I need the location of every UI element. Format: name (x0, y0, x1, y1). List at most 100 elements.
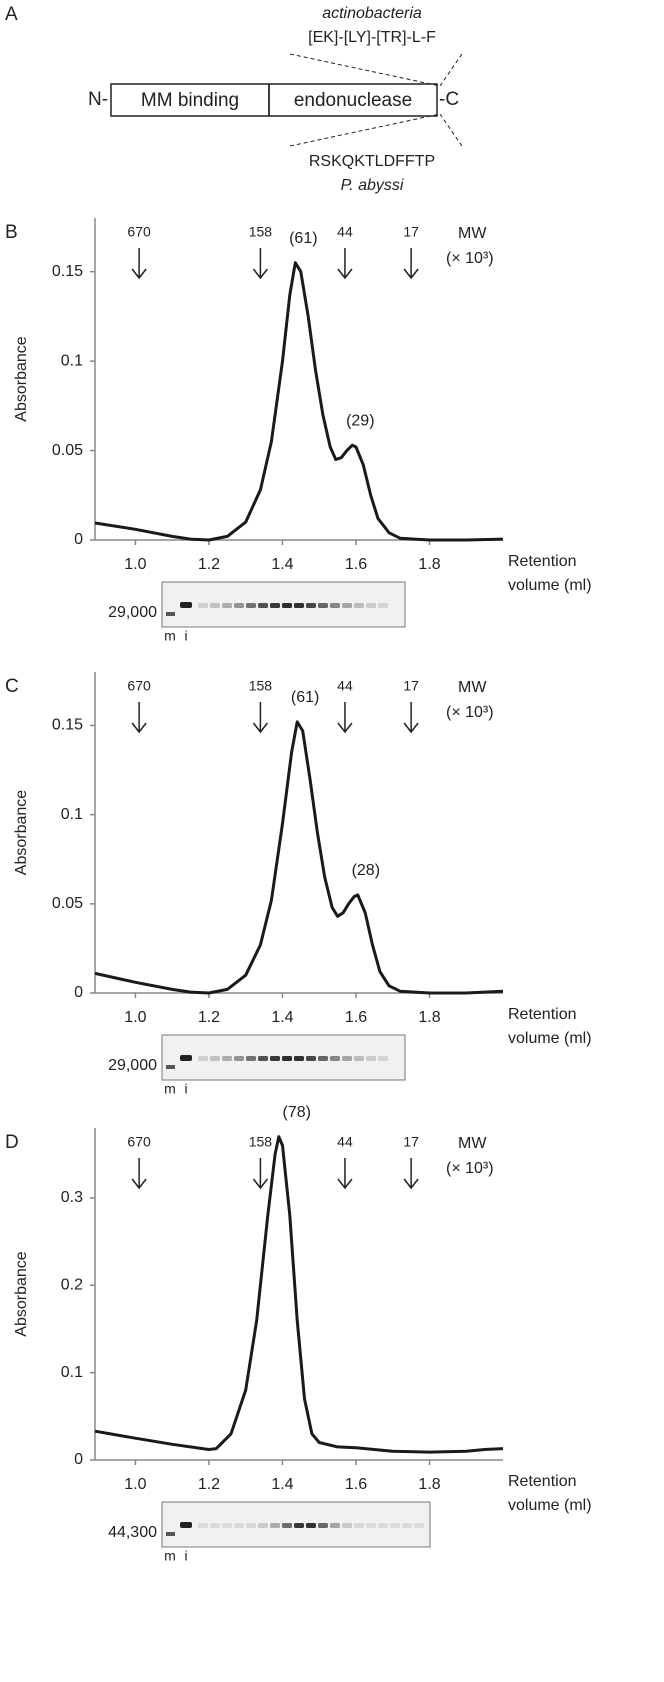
y-tick-label: 0.05 (52, 895, 83, 912)
gel-band (180, 602, 192, 608)
y-tick-label: 0 (74, 1451, 83, 1468)
mw-arrow (337, 1158, 353, 1190)
gel-band (258, 603, 268, 608)
mw-marker-label: 17 (403, 1134, 419, 1150)
x-tick-label: 1.2 (198, 1009, 220, 1026)
mw-unit: (× 10³) (446, 250, 494, 267)
gel-band (294, 1056, 304, 1061)
mw-arrow (252, 702, 268, 734)
gel-band (246, 603, 256, 608)
mw-title: MW (458, 1135, 487, 1152)
gel-band (258, 1056, 268, 1061)
connector (289, 113, 441, 147)
gel-lane-label: i (184, 1548, 187, 1564)
mw-marker-label: 158 (249, 678, 273, 694)
x-axis-label: volume (ml) (508, 1030, 592, 1047)
mw-marker-label: 17 (403, 224, 419, 240)
chromatogram-line (94, 720, 504, 995)
gel-band (342, 1523, 352, 1528)
panel-label: B (5, 222, 18, 243)
gel-lane-label: i (184, 1081, 187, 1097)
gel-band (270, 1523, 280, 1528)
mw-arrow (403, 702, 419, 734)
x-tick-label: 1.8 (418, 556, 440, 573)
x-axis-label: Retention (508, 1006, 577, 1023)
mw-arrow (403, 248, 419, 280)
gel-band (246, 1523, 256, 1528)
connector (289, 53, 441, 87)
mw-arrow (131, 702, 147, 734)
gel-band (180, 1055, 192, 1061)
gel-band (282, 1056, 292, 1061)
x-tick-label: 1.2 (198, 556, 220, 573)
mw-arrow (337, 702, 353, 734)
gel-band (342, 1056, 352, 1061)
mw-marker-label: 17 (403, 678, 419, 694)
x-tick-label: 1.6 (345, 1009, 367, 1026)
gel-band (234, 603, 244, 608)
gel-band (258, 1523, 268, 1528)
gel-band (180, 1522, 192, 1528)
panel: D 0 0.1 0.2 0.3 1.0 1.2 1.4 1.6 1.8 Absorbance Rete… (5, 1104, 592, 1564)
y-tick-label: 0.15 (52, 717, 83, 734)
mw-marker-label: 670 (127, 1134, 151, 1150)
y-tick-label: 0.1 (61, 352, 83, 369)
gel-band (166, 1532, 175, 1536)
gel-band (246, 1056, 256, 1061)
peak-label: (29) (346, 412, 374, 429)
species: P. abyssi (341, 177, 404, 194)
gel-band (378, 1056, 388, 1061)
chromatogram-line (94, 261, 504, 542)
mw-arrow (252, 1158, 268, 1190)
gel-band (294, 1523, 304, 1528)
connector (439, 113, 463, 147)
gel-band (330, 1056, 340, 1061)
y-tick-label: 0.15 (52, 263, 83, 280)
gel-band (306, 1523, 316, 1528)
gel-band (318, 603, 328, 608)
panel: C 0 0.05 0.1 0.15 1.0 1.2 1.4 1.6 1.8 Absorbance Re… (5, 672, 592, 1097)
gel-band (210, 1523, 220, 1528)
motif: [EK]-[LY]-[TR]-L-F (308, 29, 436, 46)
mw-marker-label: 670 (127, 678, 151, 694)
x-tick-label: 1.4 (271, 1009, 293, 1026)
y-tick-label: 0.2 (61, 1276, 83, 1293)
gel-band (354, 1523, 364, 1528)
peak-label: (28) (352, 862, 380, 879)
gel-band (270, 1056, 280, 1061)
gel-band (166, 612, 175, 616)
gel-band (366, 1523, 376, 1528)
connector (439, 53, 463, 87)
motif: RSKQKTLDFFTP (309, 153, 435, 170)
x-tick-label: 1.0 (124, 1009, 146, 1026)
gel-band (198, 603, 208, 608)
panel: B 0 0.05 0.1 0.15 1.0 1.2 1.4 1.6 1.8 Absorbance Re… (5, 218, 592, 644)
x-axis-label: volume (ml) (508, 577, 592, 594)
x-tick-label: 1.2 (198, 1476, 220, 1493)
gel-band (318, 1056, 328, 1061)
mw-title: MW (458, 225, 487, 242)
gel-band (354, 1056, 364, 1061)
gel-marker-label: 29,000 (108, 604, 157, 621)
gel-band (378, 603, 388, 608)
panel-a: A actinobacteria [EK]-[LY]-[TR]-L-F N- M… (5, 4, 463, 194)
mw-marker-label: 158 (249, 224, 273, 240)
gel-marker-label: 29,000 (108, 1057, 157, 1074)
mw-unit: (× 10³) (446, 1160, 494, 1177)
gel-band (294, 603, 304, 608)
y-tick-label: 0.1 (61, 1364, 83, 1381)
x-tick-label: 1.6 (345, 556, 367, 573)
mw-marker-label: 44 (337, 678, 353, 694)
peak-label: (78) (283, 1104, 311, 1121)
x-tick-label: 1.6 (345, 1476, 367, 1493)
gel-band (270, 603, 280, 608)
gel-band (210, 603, 220, 608)
x-axis-label: Retention (508, 553, 577, 570)
gel-band (378, 1523, 388, 1528)
y-tick-label: 0.1 (61, 806, 83, 823)
x-tick-label: 1.4 (271, 556, 293, 573)
y-tick-label: 0 (74, 531, 83, 548)
mw-title: MW (458, 679, 487, 696)
